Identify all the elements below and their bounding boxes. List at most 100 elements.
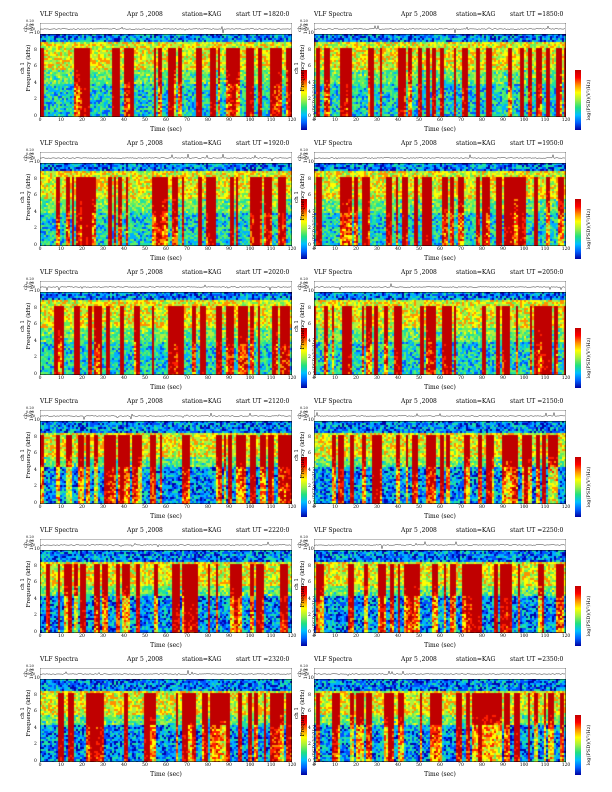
x-tick-row: 0 10 20 30 40 50 60 70 80 90 100 110 120 [313, 762, 571, 770]
panel-header: VLF Spectra Apr 5 ,2008 station=KAG start U… [32, 10, 322, 19]
colorbar [301, 70, 307, 130]
x-tick-label: 110 [266, 376, 276, 381]
waveform-plot [313, 20, 567, 36]
waveform-tick-label: -0.20 [300, 285, 309, 289]
x-tick-label: 100 [245, 763, 255, 768]
x-tick-label: 40 [121, 118, 127, 123]
waveform-plot [313, 536, 567, 552]
panel-station: station=KAG [456, 140, 496, 147]
y-tick-label: 10 [34, 547, 40, 552]
y-tick-label: 8 [34, 434, 37, 440]
panel-header: VLF Spectra Apr 5 ,2008 station=KAG start U… [306, 10, 596, 19]
panel-title: VLF Spectra [314, 527, 353, 534]
x-tick-label: 110 [540, 118, 550, 123]
x-tick-label: 20 [79, 634, 85, 639]
waveform-tick-label: 0.00 [300, 281, 308, 285]
x-tick-label: 50 [142, 505, 148, 510]
x-tick-label: 120 [287, 634, 297, 639]
x-tick-label: 70 [184, 376, 190, 381]
freq-label-line2: Frequency (kHz) [300, 44, 306, 92]
colorbar [575, 70, 581, 130]
y-tick-label: 0 [34, 243, 37, 248]
spectrogram-canvas [40, 292, 292, 375]
x-tick-label: 80 [205, 634, 211, 639]
x-tick-label: 40 [395, 376, 401, 381]
x-tick-label: 80 [479, 376, 485, 381]
panel-header: VLF Spectra Apr 5 ,2008 station=KAG start U… [306, 397, 596, 406]
y-tick-label: 2 [34, 97, 37, 103]
y-tick-label: 8 [308, 305, 311, 311]
x-tick-label: 40 [121, 634, 127, 639]
waveform-trace [39, 541, 292, 548]
spectrogram-heatmap [314, 163, 566, 246]
panel-title: VLF Spectra [314, 11, 353, 18]
colorbar [301, 328, 307, 388]
x-tick-label: 0 [312, 505, 316, 510]
x-tick-label: 40 [395, 118, 401, 123]
x-tick-label: 80 [205, 376, 211, 381]
panel-header: VLF Spectra Apr 5 ,2008 station=KAG start U… [32, 139, 322, 148]
x-tick-label: 50 [142, 763, 148, 768]
x-tick-label: 80 [479, 247, 485, 252]
x-tick-label: 10 [332, 505, 338, 510]
x-tick-label: 110 [266, 634, 276, 639]
spectrogram-panel: VLF Spectra Apr 5 ,2008 station=KAG start U… [294, 10, 596, 138]
x-tick-label: 20 [79, 376, 85, 381]
y-tick-label: 2 [34, 226, 37, 232]
waveform-tick-label: 0.00 [300, 539, 308, 543]
x-tick-label: 120 [287, 376, 297, 381]
panel-start-time: start UT =2220:0 [236, 526, 289, 535]
x-tick-label: 120 [561, 505, 571, 510]
frequency-axis-label: ch 1 Frequency (kHz) [20, 296, 32, 356]
freq-label-line2: Frequency (kHz) [26, 44, 32, 92]
frequency-axis-label: ch 1 Frequency (kHz) [294, 38, 306, 98]
x-tick-label: 110 [540, 247, 550, 252]
waveform-tick-label: 0.00 [300, 23, 308, 27]
panel-start-time: start UT =1920:0 [236, 139, 289, 148]
waveform-tick-label: 0.20 [26, 535, 34, 539]
panel-date: Apr 5 ,2008 [127, 527, 163, 534]
spectrogram-heatmap [40, 292, 292, 375]
x-tick-label: 10 [58, 376, 64, 381]
x-tick-label: 100 [245, 376, 255, 381]
x-tick-label: 0 [312, 118, 316, 123]
x-tick-label: 80 [479, 634, 485, 639]
x-tick-label: 50 [416, 634, 422, 639]
start-prefix: start UT = [236, 11, 269, 18]
x-tick-row: 0 10 20 30 40 50 60 70 80 90 100 110 120 [39, 117, 297, 125]
x-tick-label: 30 [374, 763, 380, 768]
y-tick-label: 10 [34, 676, 40, 681]
panel-header: VLF Spectra Apr 5 ,2008 station=KAG start U… [306, 655, 596, 664]
x-tick-label: 90 [500, 247, 506, 252]
x-tick-label: 70 [458, 118, 464, 123]
start-prefix: start UT = [236, 398, 269, 405]
freq-label-line2: Frequency (kHz) [300, 560, 306, 608]
x-tick-label: 80 [205, 118, 211, 123]
x-tick-label: 60 [163, 634, 169, 639]
panel-date: Apr 5 ,2008 [127, 398, 163, 405]
x-tick-label: 30 [374, 634, 380, 639]
panel-start-time: start UT =2120:0 [236, 397, 289, 406]
colorbar [575, 199, 581, 259]
spectrogram-panel: VLF Spectra Apr 5 ,2008 station=KAG start U… [20, 10, 322, 138]
waveform-plot [313, 278, 567, 294]
waveform-tick-label: -0.20 [26, 543, 35, 547]
spectrogram-panel: VLF Spectra Apr 5 ,2008 station=KAG start U… [20, 268, 322, 396]
frequency-axis-label: ch 1 Frequency (kHz) [294, 683, 306, 743]
frequency-axis-label: ch 1 Frequency (kHz) [294, 167, 306, 227]
waveform-tick-label: 0.00 [300, 152, 308, 156]
spectrogram-heatmap [314, 421, 566, 504]
x-tick-label: 90 [500, 118, 506, 123]
waveform-plot [313, 665, 567, 681]
y-tick-label: 4 [34, 725, 37, 731]
frequency-axis-label: ch 1 Frequency (kHz) [20, 167, 32, 227]
spectrogram-panel: VLF Spectra Apr 5 ,2008 station=KAG start U… [294, 139, 596, 267]
y-tick-label: 10 [308, 418, 314, 423]
x-tick-label: 30 [374, 118, 380, 123]
x-tick-label: 110 [266, 118, 276, 123]
y-tick-label: 6 [308, 709, 311, 715]
x-tick-label: 100 [519, 376, 529, 381]
x-tick-label: 120 [287, 118, 297, 123]
x-axis-label: Time (sec) [424, 384, 456, 391]
x-tick-row: 0 10 20 30 40 50 60 70 80 90 100 110 120 [313, 246, 571, 254]
